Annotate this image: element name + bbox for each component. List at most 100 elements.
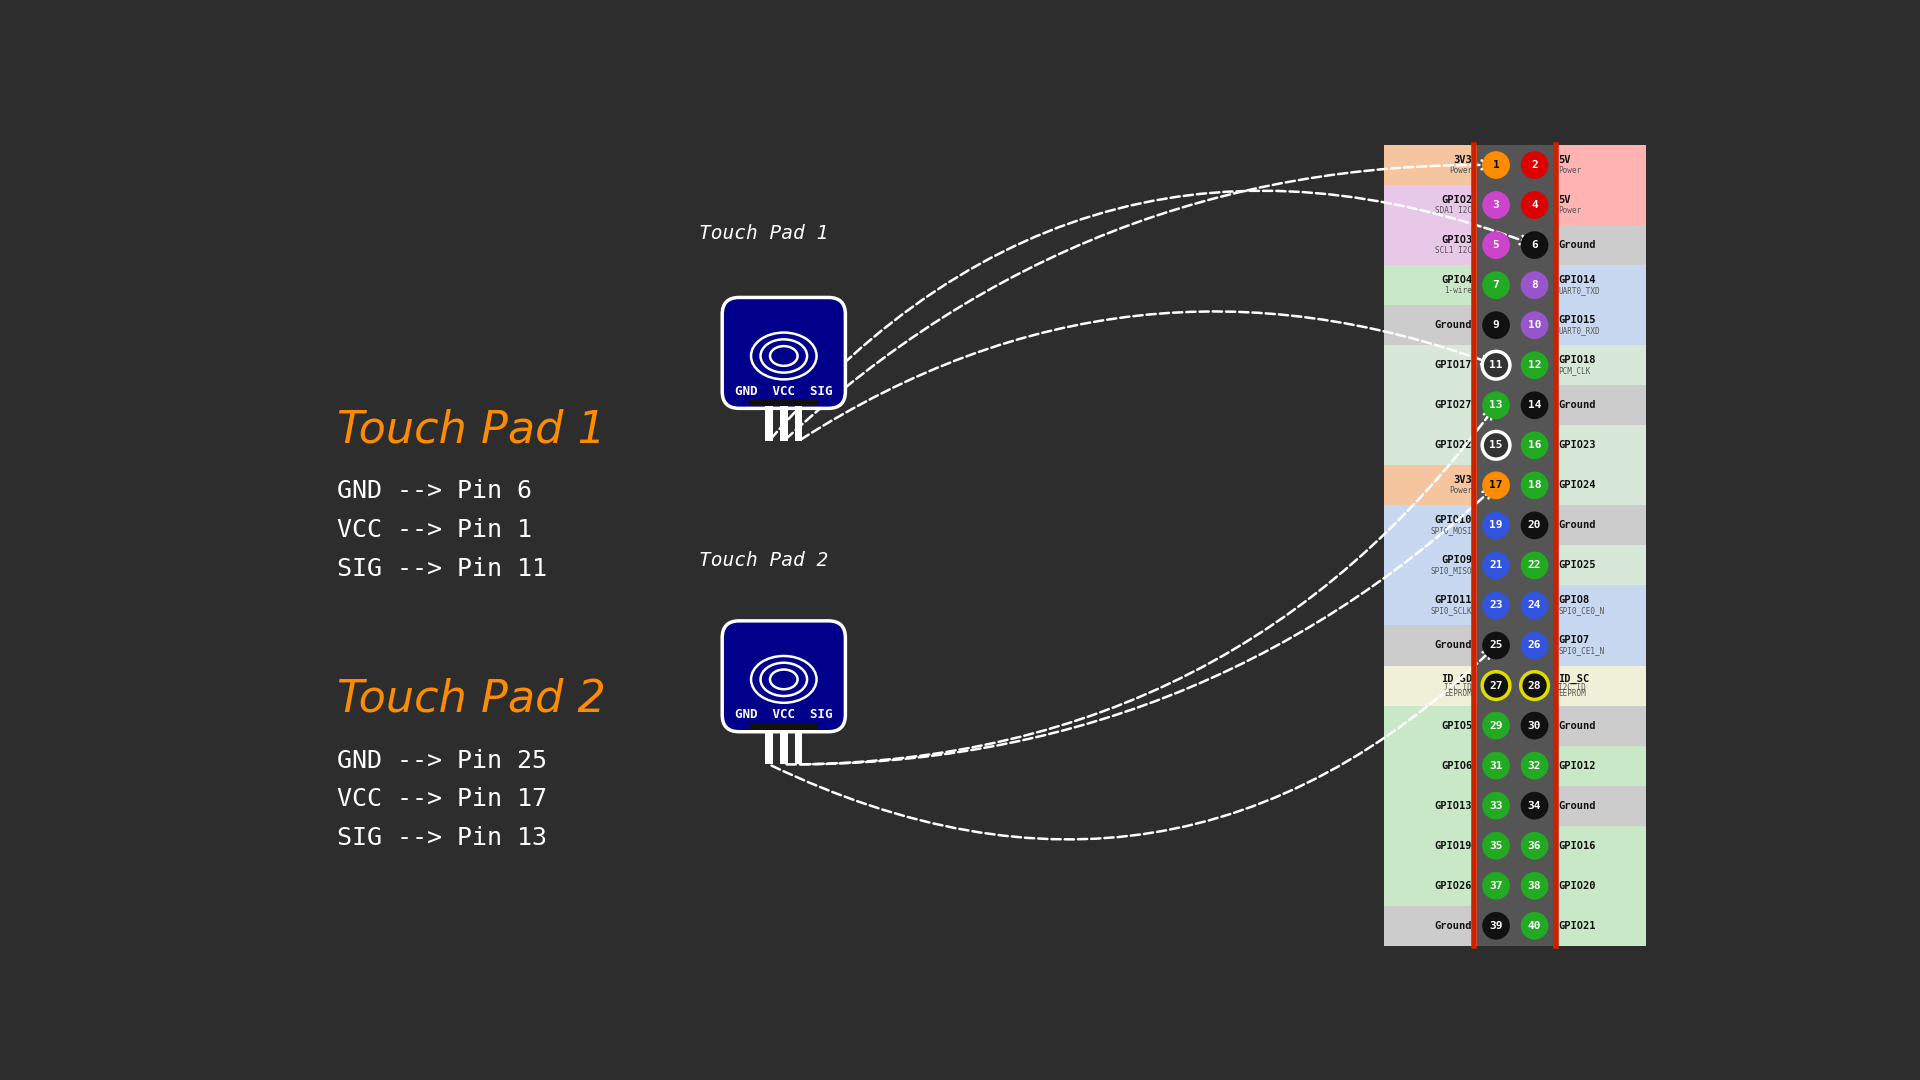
Text: 24: 24 <box>1528 600 1542 610</box>
Text: 9: 9 <box>1492 320 1500 330</box>
Text: Ground: Ground <box>1434 921 1473 931</box>
Bar <box>1384 665 1476 705</box>
Text: 21: 21 <box>1490 561 1503 570</box>
Text: 27: 27 <box>1490 680 1503 690</box>
Circle shape <box>1482 832 1509 860</box>
Bar <box>1384 265 1476 306</box>
Bar <box>766 730 774 765</box>
Bar <box>1553 745 1645 785</box>
Text: Ground: Ground <box>1559 401 1596 410</box>
Bar <box>1553 785 1645 826</box>
Bar <box>1553 426 1645 465</box>
Text: GPIO8: GPIO8 <box>1559 595 1590 605</box>
Bar <box>1384 826 1476 866</box>
Text: GPIO20: GPIO20 <box>1559 881 1596 891</box>
Text: GPIO27: GPIO27 <box>1434 401 1473 410</box>
Bar <box>1553 545 1645 585</box>
Bar <box>1553 906 1645 946</box>
Text: GPIO13: GPIO13 <box>1434 800 1473 811</box>
Bar <box>795 406 803 441</box>
Bar <box>1476 465 1553 505</box>
Bar <box>1476 265 1553 306</box>
Bar <box>1553 225 1645 265</box>
Bar <box>1476 545 1553 585</box>
Text: UART0_RXD: UART0_RXD <box>1559 326 1599 335</box>
Text: Ground: Ground <box>1559 720 1596 730</box>
Bar <box>1553 145 1645 185</box>
Bar <box>1553 585 1645 625</box>
Circle shape <box>1482 391 1509 419</box>
Text: SPI0_CE1_N: SPI0_CE1_N <box>1559 647 1605 656</box>
Bar <box>1476 625 1553 665</box>
Text: 34: 34 <box>1528 800 1542 811</box>
Text: 10: 10 <box>1528 320 1542 330</box>
Text: I2C ID: I2C ID <box>1559 683 1586 691</box>
Text: 36: 36 <box>1528 840 1542 851</box>
Text: 26: 26 <box>1528 640 1542 650</box>
Text: 3V3: 3V3 <box>1453 475 1473 485</box>
Circle shape <box>1482 752 1509 780</box>
Bar <box>1476 906 1553 946</box>
Bar <box>1384 625 1476 665</box>
Circle shape <box>1482 151 1509 179</box>
Bar <box>1384 745 1476 785</box>
Text: Power: Power <box>1450 166 1473 175</box>
Text: ID_SD: ID_SD <box>1440 674 1473 685</box>
Text: GND  VCC  SIG: GND VCC SIG <box>735 708 833 721</box>
Circle shape <box>1482 592 1509 619</box>
Text: 12: 12 <box>1528 361 1542 370</box>
Text: GPIO5: GPIO5 <box>1440 720 1473 730</box>
Bar <box>1476 426 1553 465</box>
Bar <box>1476 386 1553 426</box>
Bar <box>1384 185 1476 225</box>
Circle shape <box>1482 431 1509 459</box>
Text: 31: 31 <box>1490 760 1503 771</box>
Bar <box>1476 225 1553 265</box>
Text: 33: 33 <box>1490 800 1503 811</box>
Bar <box>1476 145 1553 185</box>
Bar <box>1476 505 1553 545</box>
Text: 19: 19 <box>1490 521 1503 530</box>
Bar <box>780 406 787 441</box>
Bar <box>1476 185 1553 225</box>
Text: GPIO18: GPIO18 <box>1559 355 1596 365</box>
Bar <box>1384 386 1476 426</box>
Bar <box>1553 826 1645 866</box>
Circle shape <box>1482 472 1509 499</box>
Text: 40: 40 <box>1528 921 1542 931</box>
Circle shape <box>1482 672 1509 700</box>
Text: 8: 8 <box>1530 280 1538 291</box>
Circle shape <box>1521 712 1548 740</box>
Text: Power: Power <box>1450 486 1473 496</box>
Text: 5V: 5V <box>1559 194 1571 205</box>
Text: GPIO25: GPIO25 <box>1559 561 1596 570</box>
Text: 4: 4 <box>1530 200 1538 210</box>
Text: GPIO10: GPIO10 <box>1434 515 1473 525</box>
Text: SPI0_SCLK: SPI0_SCLK <box>1430 606 1473 616</box>
Text: 20: 20 <box>1528 521 1542 530</box>
Circle shape <box>1482 872 1509 900</box>
Text: GND --> Pin 6: GND --> Pin 6 <box>338 480 532 503</box>
Bar <box>766 406 774 441</box>
Circle shape <box>1482 271 1509 299</box>
Circle shape <box>1521 672 1548 700</box>
Bar <box>751 724 818 730</box>
Bar <box>1384 426 1476 465</box>
Bar <box>1553 346 1645 386</box>
Text: 2: 2 <box>1530 160 1538 170</box>
Bar <box>1476 346 1553 386</box>
Text: GPIO24: GPIO24 <box>1559 481 1596 490</box>
Circle shape <box>1521 632 1548 660</box>
Bar <box>1476 745 1553 785</box>
Text: 15: 15 <box>1490 441 1503 450</box>
Bar <box>1476 705 1553 745</box>
Text: Touch Pad 2: Touch Pad 2 <box>338 678 607 721</box>
Bar <box>1553 185 1645 225</box>
Text: 5: 5 <box>1492 240 1500 251</box>
Circle shape <box>1482 231 1509 259</box>
Text: 16: 16 <box>1528 441 1542 450</box>
Circle shape <box>1521 472 1548 499</box>
Bar <box>1553 665 1645 705</box>
Circle shape <box>1482 632 1509 660</box>
Text: Power: Power <box>1559 166 1582 175</box>
